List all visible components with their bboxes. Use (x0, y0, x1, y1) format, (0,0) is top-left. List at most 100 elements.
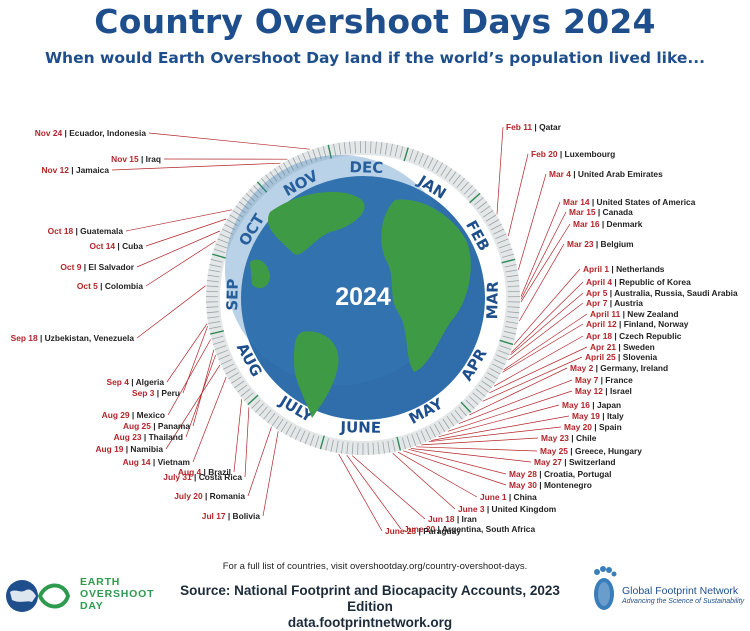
gfn-name: Global Footprint Network (622, 585, 738, 597)
country-names: Peru (161, 388, 180, 398)
country-label: Aug 25 | Panama (123, 421, 190, 431)
country-label: April 11 | New Zealand (590, 309, 678, 319)
country-names: Netherlands (616, 264, 665, 274)
overshoot-date: Aug 4 (178, 467, 202, 477)
country-label: Apr 5 | Australia, Russia, Saudi Arabia (586, 288, 738, 298)
overshoot-date: Apr 5 (586, 288, 608, 298)
overshoot-date: July 20 (174, 491, 203, 501)
country-names: Chile (576, 433, 597, 443)
country-label: May 20 | Spain (564, 422, 622, 432)
country-names: Italy (607, 411, 624, 421)
overshoot-date: June 3 (458, 504, 485, 514)
overshoot-date: May 16 (562, 400, 590, 410)
country-label: June 23 | Paraguay (385, 526, 461, 536)
leader-line (263, 431, 278, 516)
overshoot-date: Oct 9 (60, 262, 81, 272)
country-names: Australia, Russia, Saudi Arabia (614, 288, 738, 298)
overshoot-date: Mar 4 (549, 169, 571, 179)
country-label: May 16 | Japan (562, 400, 621, 410)
overshoot-date: Mar 16 (573, 219, 600, 229)
leader-line (514, 269, 580, 345)
country-label: May 30 | Montenegro (509, 480, 592, 490)
country-names: Vietnam (158, 457, 190, 467)
leader-line (137, 231, 220, 267)
leader-line (398, 452, 477, 497)
overshoot-date: Sep 4 (107, 377, 130, 387)
overshoot-date: Sep 3 (132, 388, 155, 398)
country-label: June 3 | United Kingdom (458, 504, 556, 514)
leader-line (193, 350, 214, 426)
country-label: Jun 18 | Iran (428, 514, 477, 524)
overshoot-date: May 25 (540, 446, 568, 456)
country-names: Iran (462, 514, 477, 524)
overshoot-date: Apr 7 (586, 298, 608, 308)
country-names: Brazil (208, 467, 231, 477)
country-label: April 1 | Netherlands (583, 264, 665, 274)
country-label: Sep 3 | Peru (132, 388, 180, 398)
leader-line (508, 154, 528, 236)
country-label: Oct 18 | Guatemala (48, 226, 124, 236)
country-names: Thailand (149, 432, 183, 442)
country-label: Jul 17 | Bolivia (202, 511, 261, 521)
country-label: Aug 23 | Thailand (114, 432, 183, 442)
country-names: Colombia (105, 281, 143, 291)
country-label: Apr 21 | Sweden (590, 342, 655, 352)
overshoot-date: May 23 (541, 433, 569, 443)
leader-line (149, 133, 310, 149)
country-label: May 12 | Israel (575, 386, 632, 396)
country-names: Jamaica (76, 165, 109, 175)
country-label: Mar 23 | Belgium (567, 239, 634, 249)
country-names: El Salvador (88, 262, 134, 272)
country-names: United Arab Emirates (578, 169, 663, 179)
overshoot-date: April 12 (586, 319, 617, 329)
overshoot-date: Nov 12 (41, 165, 69, 175)
leader-line (234, 399, 242, 472)
country-names: Algeria (136, 377, 165, 387)
country-label: Nov 15 | Iraq (111, 154, 161, 164)
country-names: Israel (610, 386, 632, 396)
country-names: Spain (599, 422, 622, 432)
overshoot-date: Apr 18 (586, 331, 612, 341)
overshoot-date: May 7 (575, 375, 599, 385)
month-label: JUNE (339, 418, 381, 437)
country-label: Aug 14 | Vietnam (123, 457, 190, 467)
overshoot-date: May 20 (564, 422, 592, 432)
country-names: United Kingdom (492, 504, 557, 514)
overshoot-date: Oct 18 (48, 226, 74, 236)
country-names: Sweden (623, 342, 655, 352)
country-names: Slovenia (623, 352, 658, 362)
leader-line (416, 447, 537, 451)
overshoot-date: Feb 11 (506, 122, 532, 132)
overshoot-date: May 2 (570, 363, 594, 373)
leader-line (126, 210, 232, 231)
country-names: China (514, 492, 538, 502)
country-names: Germany, Ireland (600, 363, 668, 373)
country-names: Montenegro (544, 480, 592, 490)
overshoot-date: Aug 25 (123, 421, 151, 431)
overshoot-date: May 19 (572, 411, 600, 421)
overshoot-date: Aug 19 (95, 444, 123, 454)
overshoot-date: April 11 (590, 309, 621, 319)
eod-line-1: EARTH (80, 576, 154, 588)
overshoot-date: June 1 (480, 492, 507, 502)
overshoot-date: Mar 23 (567, 239, 594, 249)
leader-line (497, 127, 503, 214)
country-names: Denmark (607, 219, 643, 229)
eod-line-3: DAY (80, 600, 154, 612)
country-label: Aug 19 | Namibia (95, 444, 163, 454)
leader-line (521, 212, 566, 299)
country-names: Finland, Norway (624, 319, 689, 329)
country-names: Canada (603, 207, 634, 217)
overshoot-date: Jul 17 (202, 511, 226, 521)
source-citation: Source: National Footprint and Biocapaci… (160, 583, 580, 631)
country-names: Mexico (137, 410, 165, 420)
country-label: May 27 | Switzerland (534, 457, 615, 467)
country-label: Mar 4 | United Arab Emirates (549, 169, 663, 179)
overshoot-date: Nov 24 (35, 128, 63, 138)
country-names: Republic of Korea (619, 277, 691, 287)
country-label: May 2 | Germany, Ireland (570, 363, 668, 373)
country-label: May 23 | Chile (541, 433, 597, 443)
leader-line (339, 454, 382, 531)
country-label: Mar 16 | Denmark (573, 219, 643, 229)
